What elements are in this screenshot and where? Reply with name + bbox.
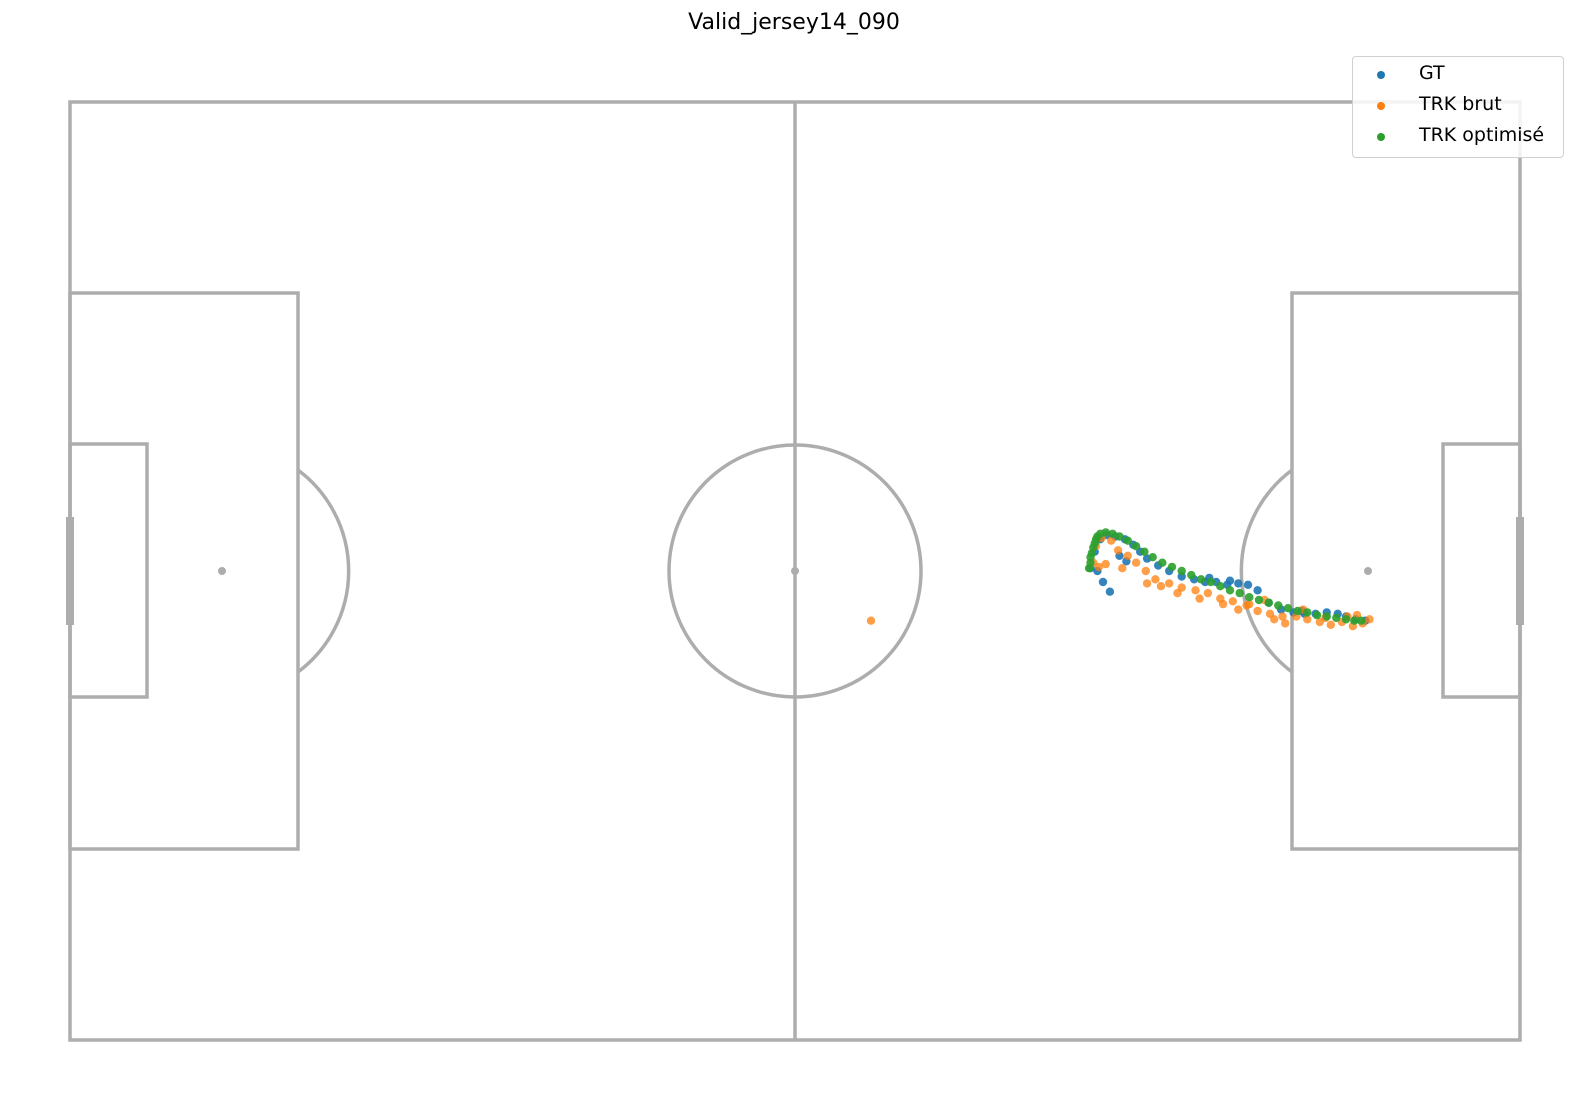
point-1-17	[1253, 606, 1262, 616]
point-2-32	[1350, 616, 1359, 625]
point-1-30	[1118, 564, 1127, 573]
point-1-7	[1131, 558, 1141, 567]
point-2-8	[1123, 536, 1133, 545]
point-2-24	[1274, 601, 1283, 610]
point-2-9	[1131, 542, 1141, 551]
point-1-38	[1270, 615, 1279, 624]
point-2-14	[1177, 566, 1186, 576]
legend: GT TRK brut TRK optimisé	[1352, 56, 1564, 158]
point-1-5	[1113, 546, 1123, 555]
center-spot	[791, 567, 799, 575]
point-1-10	[1165, 579, 1174, 588]
point-2-28	[1312, 610, 1322, 620]
point-2-12	[1158, 558, 1167, 567]
point-2-18	[1216, 582, 1225, 591]
point-2-36	[1090, 539, 1099, 548]
point-0-36	[1225, 576, 1235, 585]
legend-entry-trk-brut: TRK brut	[1353, 90, 1563, 120]
point-1-8	[1141, 566, 1151, 576]
point-1-28	[1094, 562, 1104, 572]
point-2-10	[1140, 547, 1149, 556]
point-2-22	[1254, 595, 1264, 605]
point-2-26	[1293, 606, 1302, 616]
point-0-16	[1234, 579, 1243, 588]
series-gt	[1086, 530, 1370, 625]
point-1-6	[1123, 551, 1133, 560]
point-1-12	[1191, 586, 1200, 595]
legend-marker-gt	[1377, 71, 1385, 79]
point-0-31	[1105, 587, 1115, 596]
point-0-18	[1253, 586, 1262, 595]
right-goal-area	[1441, 442, 1522, 699]
point-2-7	[1115, 532, 1124, 541]
point-2-25	[1283, 604, 1293, 613]
legend-marker-trk-optimise	[1377, 133, 1385, 141]
point-0-17	[1243, 580, 1253, 589]
point-1-13	[1203, 588, 1213, 598]
point-1-35	[1218, 599, 1228, 609]
point-2-20	[1235, 588, 1244, 598]
point-1-4	[1107, 536, 1116, 545]
point-2-37	[1093, 532, 1102, 541]
legend-label-trk-brut: TRK brut	[1419, 93, 1502, 115]
point-2-5	[1101, 528, 1110, 537]
legend-label-trk-optimise: TRK optimisé	[1419, 124, 1545, 146]
point-1-36	[1234, 605, 1243, 614]
legend-marker-trk-brut	[1377, 102, 1385, 110]
left-penalty-arc	[296, 468, 351, 674]
point-1-29	[1101, 559, 1110, 569]
point-2-33	[1357, 616, 1366, 625]
point-2-31	[1341, 615, 1351, 624]
point-2-13	[1167, 562, 1177, 572]
point-1-33	[1173, 588, 1182, 598]
point-2-19	[1225, 586, 1235, 595]
pitch-lines	[66, 100, 1524, 1042]
point-1-21	[1303, 615, 1312, 624]
point-2-34	[1086, 558, 1095, 567]
point-2-17	[1206, 577, 1215, 587]
legend-entry-trk-optimise: TRK optimisé	[1353, 121, 1563, 151]
point-1-32	[1156, 582, 1166, 591]
legend-entry-gt: GT	[1353, 59, 1563, 89]
point-2-11	[1148, 553, 1157, 562]
right-penalty-spot	[1364, 567, 1372, 575]
right-penalty-arc	[1239, 468, 1294, 674]
series-trk-brut	[866, 533, 1374, 631]
point-1-19	[1278, 612, 1287, 621]
point-1-15	[1228, 597, 1238, 606]
point-2-27	[1303, 608, 1312, 617]
point-2-6	[1108, 529, 1117, 538]
left-penalty-area	[68, 291, 300, 851]
point-2-35	[1087, 548, 1097, 558]
series-layer	[866, 528, 1374, 631]
legend-label-gt: GT	[1419, 62, 1445, 84]
point-2-23	[1264, 598, 1273, 607]
point-1-31	[1142, 579, 1152, 588]
point-1-27	[1365, 615, 1374, 624]
point-1-39	[1281, 619, 1290, 628]
series-trk-optimis-	[1084, 528, 1366, 625]
left-penalty-spot	[218, 567, 226, 575]
point-1-9	[1151, 575, 1160, 584]
right-penalty-area	[1290, 291, 1522, 851]
point-2-16	[1196, 575, 1206, 584]
point-2-29	[1322, 612, 1331, 621]
point-1-34	[1195, 594, 1204, 603]
point-1-37	[1245, 599, 1254, 609]
point-2-15	[1187, 570, 1196, 580]
center-circle	[667, 443, 923, 699]
left-goal-area	[68, 442, 149, 699]
point-0-30	[1098, 577, 1108, 587]
point-2-21	[1245, 593, 1254, 602]
point-1-23	[1326, 620, 1336, 629]
point-2-30	[1332, 613, 1341, 623]
chart-title: Valid_jersey14_090	[688, 10, 900, 35]
point-1-0	[866, 616, 876, 625]
